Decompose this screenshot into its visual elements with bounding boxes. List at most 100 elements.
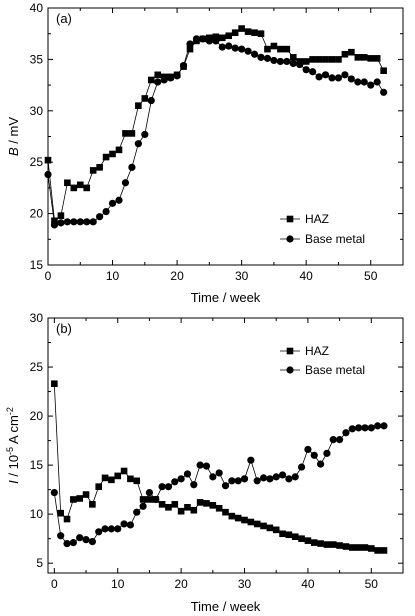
data-point-circle [134, 140, 142, 148]
data-point-circle [228, 477, 236, 485]
data-point-square [360, 54, 368, 61]
data-point-square [184, 503, 191, 511]
data-point-square [241, 516, 248, 524]
data-point-circle [192, 35, 201, 43]
data-point-circle [199, 35, 207, 43]
data-point-square [186, 45, 194, 53]
data-point-circle [63, 539, 71, 548]
data-point-circle [139, 502, 147, 510]
data-point-square [342, 543, 350, 550]
data-point-square [127, 475, 134, 483]
x-tick-label: 20 [170, 269, 184, 283]
y-tick-label: 35 [30, 52, 44, 66]
data-point-circle [250, 50, 259, 58]
data-point-square [302, 58, 310, 65]
data-point-square [367, 55, 375, 62]
data-point-circle [334, 74, 343, 82]
data-point-circle [283, 57, 291, 66]
data-point-square [83, 184, 91, 192]
data-point-square [165, 503, 172, 511]
data-point-circle [88, 538, 96, 546]
data-point-square [361, 544, 369, 551]
data-point-circle [141, 130, 149, 139]
data-point-square [108, 476, 115, 484]
data-point-circle [50, 221, 59, 229]
data-point-square [114, 472, 122, 480]
data-point-circle [57, 219, 65, 227]
data-point-circle [102, 207, 110, 216]
data-point-circle [374, 422, 382, 430]
data-point-circle [50, 488, 58, 497]
data-point-square [120, 467, 128, 475]
y-axis-title-text: / mV [6, 117, 21, 148]
data-point-circle [183, 470, 192, 478]
data-point-circle [263, 54, 272, 62]
data-point-square [128, 130, 136, 137]
data-point-circle [76, 534, 84, 542]
data-point-square [374, 547, 381, 554]
data-point-circle [167, 74, 175, 82]
data-point-square [336, 542, 343, 549]
data-point-square [298, 535, 305, 542]
data-point-circle [160, 76, 168, 84]
data-point-square [109, 150, 116, 158]
y-axis-symbol: B [6, 147, 21, 156]
data-point-circle [205, 37, 213, 45]
series-haz [44, 25, 387, 225]
data-point-square [76, 495, 83, 502]
series-line [47, 38, 384, 226]
data-point-square [76, 181, 84, 189]
data-point-square [277, 45, 284, 53]
x-tick-label: 30 [238, 577, 252, 591]
data-point-circle [209, 473, 217, 481]
legend-label: Base metal [305, 232, 365, 246]
x-tick-label: 10 [106, 269, 120, 283]
data-point-circle [296, 60, 304, 69]
data-point-square [335, 56, 342, 63]
data-point-circle [154, 78, 162, 86]
data-point-circle [225, 42, 233, 50]
data-point-square [368, 545, 375, 552]
data-point-square [212, 33, 220, 41]
data-point-circle [247, 456, 255, 464]
data-point-circle [367, 424, 375, 432]
data-point-circle [231, 44, 239, 52]
panel-label: (b) [56, 321, 72, 336]
data-point-circle [212, 37, 220, 45]
x-tick-label: 50 [365, 577, 379, 591]
y-tick-label: 10 [30, 507, 44, 521]
data-point-square [139, 496, 147, 503]
data-point-square [322, 56, 329, 63]
data-point-square [291, 533, 299, 541]
data-point-square [101, 474, 109, 482]
data-point-square [44, 156, 52, 164]
data-point-square [209, 502, 217, 509]
x-axis-title: Time / week [191, 290, 261, 305]
data-point-square [190, 506, 198, 514]
x-tick-label: 10 [111, 577, 125, 591]
data-point-circle [202, 462, 211, 470]
data-point-square [380, 547, 388, 554]
y-axis-symbol: I [6, 480, 21, 484]
data-point-square [147, 76, 155, 84]
y-tick-label: 30 [30, 311, 44, 325]
data-point-square [196, 499, 204, 506]
data-point-square [266, 524, 274, 532]
data-point-circle [215, 469, 223, 477]
legend-entry: HAZ [280, 212, 329, 226]
data-point-circle [342, 429, 350, 437]
data-point-square [89, 501, 96, 508]
y-tick-label: 30 [30, 104, 44, 118]
legend-marker-circle [286, 366, 294, 374]
data-point-circle [329, 436, 337, 444]
data-point-square [251, 29, 258, 36]
data-point-circle [96, 213, 104, 221]
data-point-circle [63, 218, 71, 226]
data-point-square [146, 496, 153, 503]
data-point-circle [272, 473, 280, 481]
x-tick-label: 0 [45, 269, 52, 283]
data-point-square [203, 500, 210, 507]
series-base-metal [44, 35, 388, 229]
data-point-square [283, 45, 291, 53]
